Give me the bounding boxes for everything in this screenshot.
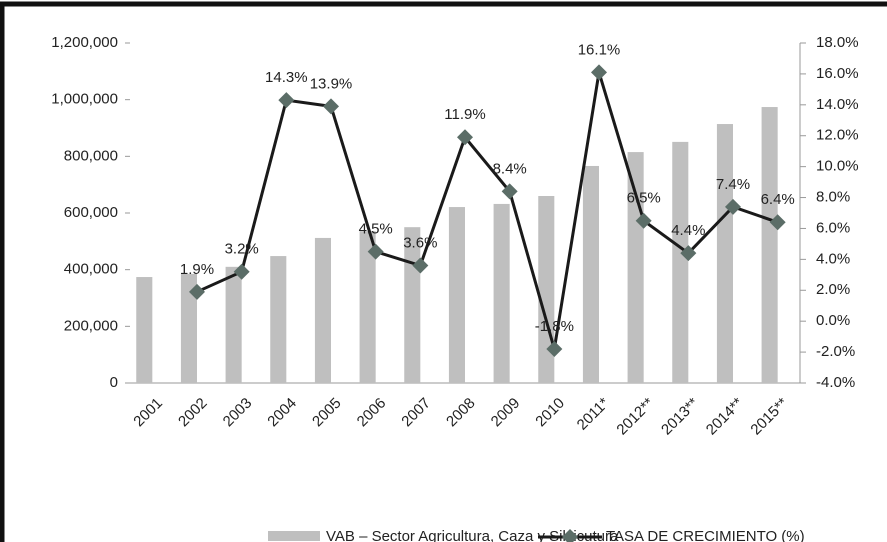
bar bbox=[538, 196, 555, 383]
y-tick-label: 600,000 bbox=[64, 204, 118, 221]
data-label: 16.1% bbox=[578, 41, 621, 58]
line bbox=[196, 71, 779, 350]
legend-swatch bbox=[268, 531, 320, 541]
legend-marker bbox=[562, 529, 578, 542]
y2-tick-label: -2.0% bbox=[816, 343, 855, 360]
y2-tick-label: 10.0% bbox=[816, 158, 859, 175]
bar bbox=[448, 207, 465, 383]
y2-tick-label: 12.0% bbox=[816, 127, 859, 144]
y2-tick-label: 14.0% bbox=[816, 96, 859, 113]
marker bbox=[412, 257, 429, 274]
y2-tick-label: 16.0% bbox=[816, 65, 859, 82]
data-label: 4.5% bbox=[359, 221, 393, 238]
y2-tick-label: 2.0% bbox=[816, 281, 850, 298]
marker bbox=[680, 245, 697, 262]
bar bbox=[716, 124, 733, 384]
y2-tick-label: 18.0% bbox=[816, 34, 859, 51]
data-label: 14.3% bbox=[265, 69, 308, 86]
marker bbox=[323, 98, 339, 115]
y2-tick-label: 4.0% bbox=[816, 250, 850, 267]
data-label: 6.5% bbox=[627, 190, 661, 207]
marker bbox=[367, 243, 384, 260]
marker bbox=[725, 198, 741, 215]
data-label: 8.4% bbox=[493, 160, 527, 177]
bar bbox=[672, 141, 689, 383]
y-tick-label: 1,000,000 bbox=[51, 91, 118, 108]
marker bbox=[189, 283, 205, 300]
data-label: 7.4% bbox=[716, 176, 750, 193]
legend-label: TASA DE CRECIMIENTO (%) bbox=[606, 528, 805, 542]
marker bbox=[546, 341, 563, 357]
data-label: 4.4% bbox=[671, 222, 705, 239]
bar bbox=[270, 256, 287, 383]
y-tick-label: 800,000 bbox=[64, 147, 118, 164]
data-label: 11.9% bbox=[444, 106, 485, 123]
data-label: 3.2% bbox=[225, 241, 259, 258]
y2-tick-label: 8.0% bbox=[816, 189, 850, 206]
data-label: 3.6% bbox=[403, 235, 437, 252]
marker bbox=[278, 92, 295, 109]
y-tick-label: 1,200,000 bbox=[51, 34, 118, 51]
bar bbox=[359, 231, 376, 383]
bar bbox=[582, 165, 599, 383]
y2-tick-label: 6.0% bbox=[816, 219, 850, 236]
data-label: 1.9% bbox=[180, 261, 214, 278]
bar bbox=[761, 107, 778, 384]
bar bbox=[225, 266, 242, 383]
data-label: -1.8% bbox=[535, 318, 574, 335]
marker bbox=[769, 214, 786, 231]
bar bbox=[136, 277, 153, 383]
bar bbox=[180, 273, 197, 383]
marker bbox=[501, 183, 518, 200]
marker bbox=[457, 129, 473, 146]
marker bbox=[591, 64, 607, 81]
y-tick-label: 200,000 bbox=[64, 317, 118, 334]
y-tick-label: 400,000 bbox=[64, 261, 118, 278]
y2-tick-label: 0.0% bbox=[816, 312, 850, 329]
data-label: 13.9% bbox=[310, 75, 353, 92]
marker bbox=[635, 212, 652, 229]
marker bbox=[233, 263, 250, 280]
data-label: 6.4% bbox=[761, 191, 795, 208]
y-tick-label: 0 bbox=[110, 374, 118, 391]
y2-tick-label: -4.0% bbox=[816, 374, 855, 391]
bar bbox=[493, 203, 510, 383]
bar bbox=[314, 237, 331, 383]
bar bbox=[627, 152, 644, 383]
